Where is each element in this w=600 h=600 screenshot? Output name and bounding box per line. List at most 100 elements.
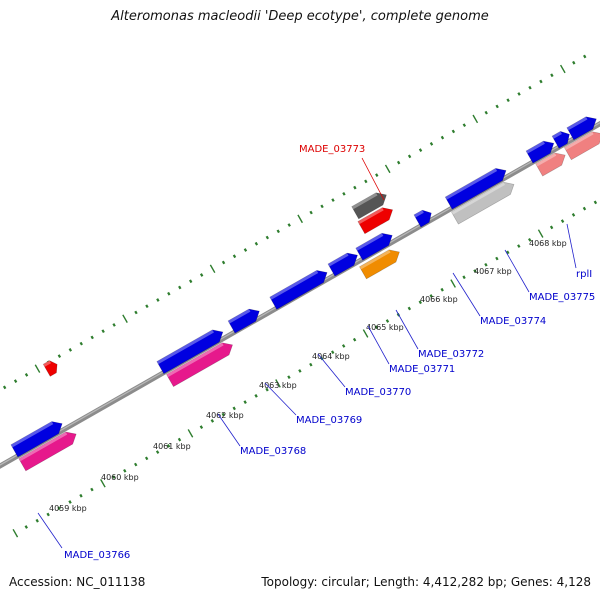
gene-arrow: [10, 421, 63, 458]
inner-tick-row-tick: [440, 287, 444, 292]
inner-tick-row-tick: [265, 387, 269, 392]
outer-tick-row-tick: [221, 260, 226, 265]
gene-arrow-sheen: [564, 131, 594, 151]
inner-tick-row-tick: [221, 412, 225, 417]
gene-arrow: [156, 329, 224, 375]
gene-arrow-sheen: [269, 270, 319, 300]
gene-arrow-sheen: [359, 249, 391, 270]
kbp-label: 4068 kbp: [529, 239, 567, 248]
gene-label[interactable]: MADE_03772: [418, 349, 484, 360]
outer-tick-row-tick: [2, 385, 7, 390]
outer-tick-row-tick: [101, 329, 105, 334]
inner-tick-row-tick: [571, 213, 576, 217]
inner-tick-row-tick: [593, 200, 598, 205]
inner-tick-row-tick: [374, 325, 379, 330]
outer-tick-row-tick: [472, 114, 479, 124]
gene-arrow: [166, 342, 233, 388]
outer-tick-row-tick: [134, 310, 138, 315]
inner-tick-row-tick: [12, 528, 19, 538]
gene-arrow: [355, 232, 393, 261]
tick-marks: [2, 54, 598, 538]
gene-arrow-sheen: [552, 131, 562, 139]
outer-tick-row-tick: [429, 142, 434, 146]
gene-label[interactable]: MADE_03766: [64, 550, 130, 561]
gene-arrow: [227, 308, 260, 334]
outer-tick-row-tick: [167, 291, 171, 296]
inner-tick-row-tick: [298, 369, 302, 373]
outer-tick-row-tick: [34, 364, 41, 373]
inner-tick-row-tick: [254, 394, 258, 398]
inner-tick-row-tick: [112, 475, 116, 479]
inner-tick-row-tick: [177, 437, 182, 442]
outer-tick-row-tick: [232, 254, 237, 259]
accession-text: Accession: NC_011138: [9, 575, 146, 589]
gene-arrow-sheen: [18, 431, 68, 462]
gene-label[interactable]: MADE_03769: [296, 415, 362, 426]
outer-tick-row-tick: [462, 123, 467, 128]
inner-tick-row-tick: [528, 237, 532, 242]
gene-label[interactable]: MADE_03775: [529, 292, 595, 303]
outer-tick-row-tick: [440, 135, 445, 140]
inner-tick-row-tick: [155, 450, 160, 454]
leader-line: [395, 309, 419, 350]
outer-tick-row-tick: [112, 323, 116, 327]
gene-label[interactable]: rplI: [576, 269, 592, 280]
outer-tick-row-tick: [559, 64, 566, 74]
inner-tick-row-tick: [450, 279, 456, 288]
inner-tick-row-tick: [57, 506, 61, 511]
outer-tick-row-tick: [254, 241, 259, 246]
gene-label[interactable]: MADE_03773: [299, 144, 365, 155]
gene-label[interactable]: MADE_03771: [389, 364, 455, 375]
gene-arrow: [359, 249, 400, 280]
leader-line: [452, 272, 481, 317]
leader-line: [367, 325, 390, 365]
gene-arrow: [563, 131, 600, 161]
inner-tick-row-tick: [144, 456, 149, 461]
outer-tick-row-tick: [364, 179, 368, 184]
inner-tick-row-tick: [362, 329, 369, 338]
outer-tick-row-tick: [320, 204, 324, 209]
gene-arrow-sheen: [566, 116, 588, 131]
inner-tick-row-tick: [407, 306, 412, 311]
inner-tick-row-tick: [484, 262, 488, 267]
outer-tick-row-tick: [156, 298, 160, 302]
outer-tick-row-tick: [583, 54, 587, 59]
outer-tick-row-tick: [539, 79, 543, 84]
gene-arrow-sheen: [526, 141, 545, 154]
outer-tick-row-tick: [122, 314, 128, 323]
gene-arrow: [42, 360, 58, 377]
gene-arrow: [451, 181, 515, 225]
outer-tick-row-tick: [189, 279, 193, 284]
outer-tick-row-tick: [506, 98, 510, 103]
outer-tick-row-tick: [68, 348, 73, 352]
outer-tick-row-tick: [342, 191, 346, 196]
inner-tick-row-tick: [35, 518, 39, 523]
kbp-label: 4060 kbp: [101, 473, 139, 482]
outer-tick-row-tick: [287, 223, 291, 227]
inner-tick-row-tick: [68, 500, 72, 504]
kbp-labels: 4059 kbp 4060 kbp 4061 kbp 4062 kbp 4063 kbp…: [49, 239, 567, 513]
outer-tick-row-tick: [297, 214, 303, 224]
gene-arrow-sheen: [445, 168, 498, 200]
inner-tick-row-tick: [560, 219, 565, 223]
outer-tick-row-tick: [276, 229, 280, 234]
outer-tick-row-tick: [375, 173, 379, 177]
gene-arrow-sheen: [43, 360, 51, 367]
inner-tick-row-tick: [582, 206, 587, 211]
inner-tick-row-tick: [187, 429, 194, 438]
leader-line: [37, 512, 63, 549]
gene-label[interactable]: MADE_03774: [480, 316, 546, 327]
gene-label[interactable]: MADE_03768: [240, 446, 306, 457]
leader-line: [264, 382, 297, 416]
inner-tick-row-tick: [134, 462, 138, 467]
kbp-label: 4059 kbp: [49, 504, 87, 513]
inner-tick-row-tick: [429, 294, 433, 298]
gene-arrow: [551, 131, 570, 149]
gene-label[interactable]: MADE_03770: [345, 387, 411, 398]
inner-tick-row-tick: [24, 525, 28, 529]
outer-tick-row-tick: [396, 160, 401, 165]
inner-tick-row-tick: [341, 344, 346, 348]
inner-tick-row-tick: [166, 443, 171, 448]
outer-tick-row-tick: [57, 354, 62, 358]
